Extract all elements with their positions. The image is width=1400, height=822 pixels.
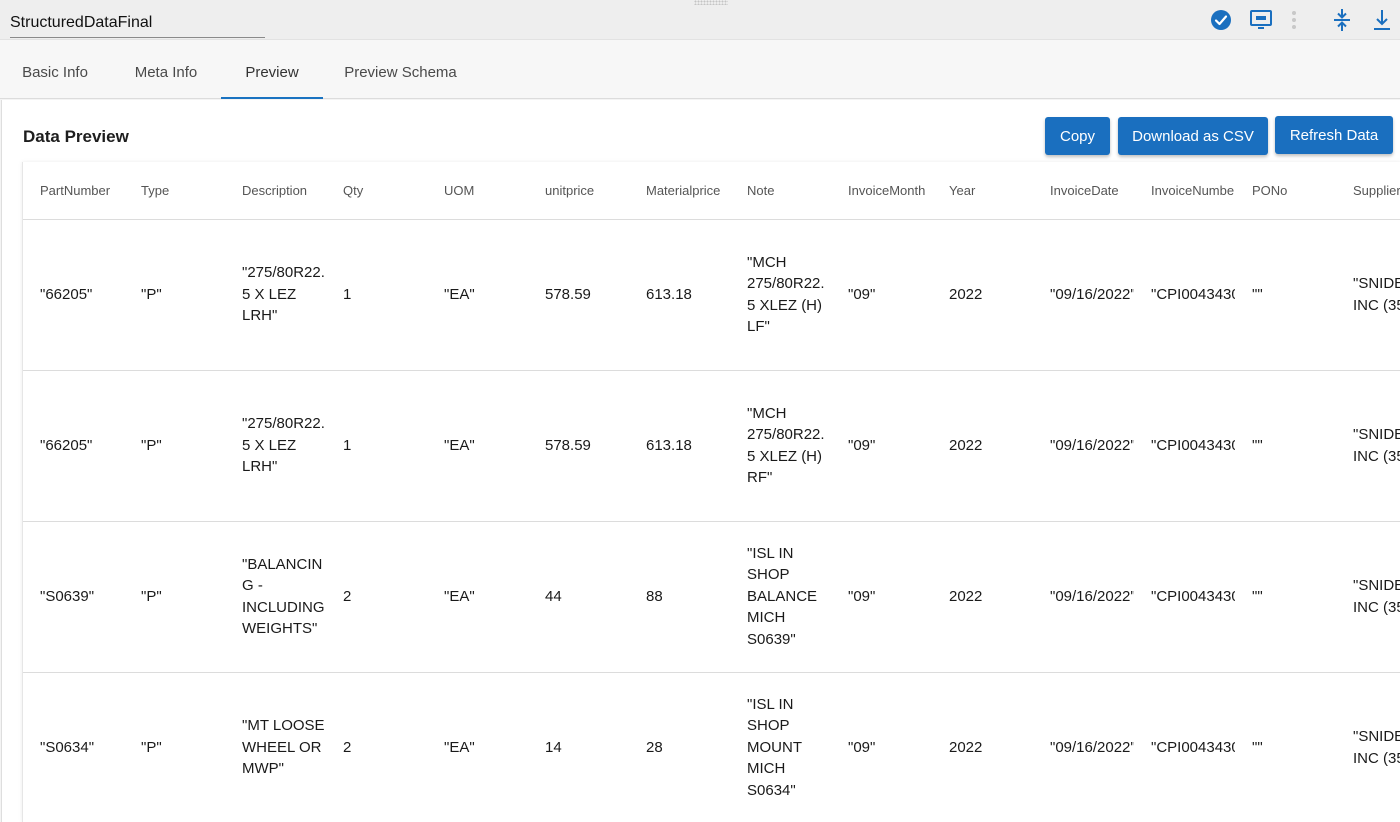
column-header[interactable]: Description (225, 162, 326, 220)
table-cell: "09" (831, 672, 932, 822)
tab-basic-info[interactable]: Basic Info (22, 64, 88, 81)
check-circle-icon[interactable] (1209, 8, 1233, 32)
table-cell: "" (1235, 672, 1336, 822)
table-cell: "09/16/2022" (1033, 672, 1134, 822)
column-header[interactable]: Qty (326, 162, 427, 220)
table-cell: 578.59 (528, 370, 629, 522)
column-header[interactable]: unitprice (528, 162, 629, 220)
table-cell: "SNIDER TIRE, INC (35)" (1336, 219, 1400, 371)
table-cell: "P" (124, 219, 225, 371)
table-cell: "" (1235, 521, 1336, 673)
table-cell: 2 (326, 672, 427, 822)
table-cell: 14 (528, 672, 629, 822)
tab-preview[interactable]: Preview (221, 40, 323, 99)
table-cell: "ISL IN SHOP MOUNT MICH S0634" (730, 672, 831, 822)
table-cell: 44 (528, 521, 629, 673)
data-preview-table[interactable]: PartNumber Type Description Qty UOM unit… (22, 162, 1400, 822)
column-header[interactable]: PartNumber (23, 162, 124, 220)
table-header-row: PartNumber Type Description Qty UOM unit… (23, 162, 1400, 220)
table-cell: 28 (629, 672, 730, 822)
table-cell: "09/16/2022" (1033, 521, 1134, 673)
download-icon[interactable] (1370, 8, 1394, 32)
table-cell: "66205" (23, 219, 124, 371)
table-row: "S0634" "P" "MT LOOSE WHEEL OR MWP" 2 "E… (23, 672, 1400, 822)
monitor-icon[interactable] (1249, 8, 1273, 32)
table-cell: "MT LOOSE WHEEL OR MWP" (225, 672, 326, 822)
table-cell: "SNIDER TIRE, INC (35)" (1336, 672, 1400, 822)
column-header[interactable]: Type (124, 162, 225, 220)
compress-vertical-icon[interactable] (1330, 8, 1354, 32)
table-cell: "P" (124, 521, 225, 673)
table-cell: "CPI0043430" (1134, 219, 1235, 371)
table-cell: "SNIDER TIRE, INC (35)" (1336, 521, 1400, 673)
table-cell: "MCH 275/80R22.5 XLEZ (H) RF" (730, 370, 831, 522)
table-cell: "09" (831, 370, 932, 522)
page-title: Data Preview (23, 127, 129, 146)
column-header[interactable]: UOM (427, 162, 528, 220)
table-cell: "EA" (427, 219, 528, 371)
table-row: "66205" "P" "275/80R22.5 X LEZ LRH" 1 "E… (23, 370, 1400, 522)
column-header[interactable]: PONo (1235, 162, 1336, 220)
table-cell: "EA" (427, 370, 528, 522)
table-row: "66205" "P" "275/80R22.5 X LEZ LRH" 1 "E… (23, 219, 1400, 371)
table-cell: "BALANCING - INCLUDING WEIGHTS" (225, 521, 326, 673)
table-cell: 2022 (932, 370, 1033, 522)
table-cell: "09" (831, 219, 932, 371)
table-cell: "275/80R22.5 X LEZ LRH" (225, 370, 326, 522)
column-header[interactable]: InvoiceNumber (1134, 162, 1235, 220)
tab-meta-info[interactable]: Meta Info (134, 64, 198, 81)
column-header[interactable]: InvoiceMonth (831, 162, 932, 220)
table-cell: "ISL IN SHOP BALANCE MICH S0639" (730, 521, 831, 673)
table-cell: "EA" (427, 521, 528, 673)
preview-panel: Data Preview Copy Download as CSV Refres… (1, 100, 1400, 822)
download-csv-button[interactable]: Download as CSV (1118, 117, 1268, 155)
table-cell: 2022 (932, 672, 1033, 822)
column-header[interactable]: Year (932, 162, 1033, 220)
column-header[interactable]: Materialprice (629, 162, 730, 220)
table-cell: "275/80R22.5 X LEZ LRH" (225, 219, 326, 371)
table-cell: "P" (124, 370, 225, 522)
table-cell: "" (1235, 370, 1336, 522)
table-cell: 1 (326, 370, 427, 522)
table-cell: 613.18 (629, 219, 730, 371)
table-cell: 1 (326, 219, 427, 371)
table-cell: "EA" (427, 672, 528, 822)
column-header[interactable]: Note (730, 162, 831, 220)
table-cell: "" (1235, 219, 1336, 371)
tab-bar: Basic Info Meta Info Preview Preview Sch… (0, 40, 1400, 99)
table-cell: "09/16/2022" (1033, 219, 1134, 371)
dataset-name-input[interactable] (10, 5, 265, 38)
table-cell: 578.59 (528, 219, 629, 371)
column-header[interactable]: Supplier (1336, 162, 1400, 220)
table-cell: "09" (831, 521, 932, 673)
table-cell: "CPI0043430" (1134, 370, 1235, 522)
top-bar (0, 0, 1400, 40)
refresh-data-button[interactable]: Refresh Data (1275, 116, 1393, 154)
table-cell: "SNIDER TIRE, INC (35)" (1336, 370, 1400, 522)
drag-handle[interactable] (694, 0, 728, 5)
table-cell: 613.18 (629, 370, 730, 522)
table-cell: "CPI0043430" (1134, 521, 1235, 673)
table-cell: 2022 (932, 219, 1033, 371)
table-cell: 2 (326, 521, 427, 673)
table-cell: "S0639" (23, 521, 124, 673)
copy-button[interactable]: Copy (1045, 117, 1110, 155)
table-cell: "09/16/2022" (1033, 370, 1134, 522)
column-header[interactable]: InvoiceDate (1033, 162, 1134, 220)
tab-preview-schema[interactable]: Preview Schema (344, 64, 457, 81)
table-cell: "S0634" (23, 672, 124, 822)
table-row: "S0639" "P" "BALANCING - INCLUDING WEIGH… (23, 521, 1400, 673)
table-cell: "CPI0043430" (1134, 672, 1235, 822)
table-cell: "MCH 275/80R22.5 XLEZ (H) LF" (730, 219, 831, 371)
table-cell: 88 (629, 521, 730, 673)
table-cell: "66205" (23, 370, 124, 522)
table-cell: "P" (124, 672, 225, 822)
table-cell: 2022 (932, 521, 1033, 673)
more-vertical-icon[interactable] (1282, 8, 1306, 32)
